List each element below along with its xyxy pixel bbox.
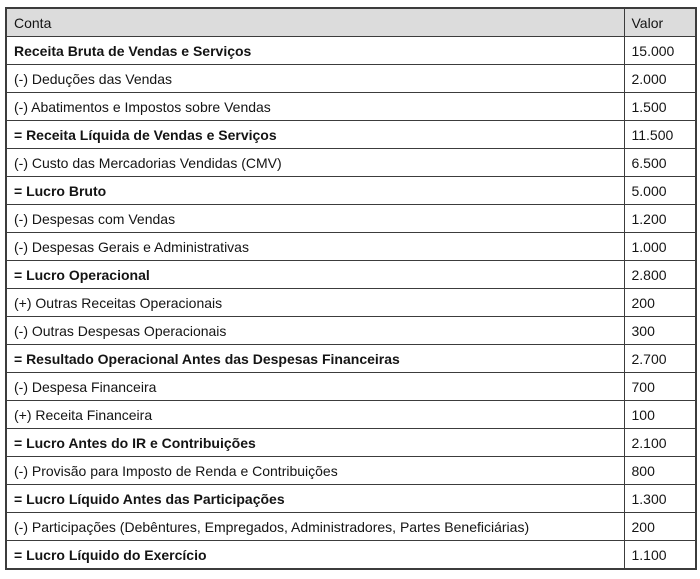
account-name-cell: (-) Outras Despesas Operacionais bbox=[5, 316, 625, 345]
account-name-cell: (-) Provisão para Imposto de Renda e Con… bbox=[5, 456, 625, 485]
value-cell: 2.000 bbox=[623, 64, 697, 93]
account-name-cell: = Lucro Líquido do Exercício bbox=[5, 540, 625, 570]
table-row: (-) Despesas com Vendas 1.200 bbox=[5, 204, 697, 233]
table-row: Receita Bruta de Vendas e Serviços 15.000 bbox=[5, 36, 697, 65]
value-cell: 100 bbox=[623, 400, 697, 429]
table-row: = Lucro Operacional 2.800 bbox=[5, 260, 697, 289]
account-name-cell: Receita Bruta de Vendas e Serviços bbox=[5, 36, 625, 65]
account-name-cell: (+) Receita Financeira bbox=[5, 400, 625, 429]
value-cell: 15.000 bbox=[623, 36, 697, 65]
table-row: (-) Despesa Financeira 700 bbox=[5, 372, 697, 401]
value-cell: 200 bbox=[623, 288, 697, 317]
account-name-cell: (-) Deduções das Vendas bbox=[5, 64, 625, 93]
table-row: (-) Abatimentos e Impostos sobre Vendas 1… bbox=[5, 92, 697, 121]
account-name-cell: (-) Despesas Gerais e Administrativas bbox=[5, 232, 625, 261]
table-row: = Lucro Líquido Antes das Participações 1… bbox=[5, 484, 697, 513]
table-row: (+) Receita Financeira 100 bbox=[5, 400, 697, 429]
account-name-cell: = Lucro Operacional bbox=[5, 260, 625, 289]
table-row: (-) Participações (Debêntures, Empregado… bbox=[5, 512, 697, 541]
account-name-cell: (-) Despesas com Vendas bbox=[5, 204, 625, 233]
value-cell: 1.200 bbox=[623, 204, 697, 233]
column-header-valor: Valor bbox=[623, 7, 697, 37]
account-name-cell: = Lucro Antes do IR e Contribuições bbox=[5, 428, 625, 457]
dre-table: Conta Valor Receita Bruta de Vendas e Se… bbox=[5, 7, 697, 570]
value-cell: 2.100 bbox=[623, 428, 697, 457]
value-cell: 200 bbox=[623, 512, 697, 541]
table-row: = Lucro Bruto 5.000 bbox=[5, 176, 697, 205]
value-cell: 2.800 bbox=[623, 260, 697, 289]
account-name-cell: = Resultado Operacional Antes das Despes… bbox=[5, 344, 625, 373]
account-name-cell: (-) Participações (Debêntures, Empregado… bbox=[5, 512, 625, 541]
table-row: (+) Outras Receitas Operacionais 200 bbox=[5, 288, 697, 317]
account-name-cell: (-) Custo das Mercadorias Vendidas (CMV) bbox=[5, 148, 625, 177]
table-row: (-) Provisão para Imposto de Renda e Con… bbox=[5, 456, 697, 485]
value-cell: 6.500 bbox=[623, 148, 697, 177]
value-cell: 1.000 bbox=[623, 232, 697, 261]
account-name-cell: (-) Abatimentos e Impostos sobre Vendas bbox=[5, 92, 625, 121]
value-cell: 1.500 bbox=[623, 92, 697, 121]
value-cell: 300 bbox=[623, 316, 697, 345]
table-row: (-) Custo das Mercadorias Vendidas (CMV)… bbox=[5, 148, 697, 177]
table-row: = Receita Líquida de Vendas e Serviços 11… bbox=[5, 120, 697, 149]
account-name-cell: = Lucro Bruto bbox=[5, 176, 625, 205]
value-cell: 2.700 bbox=[623, 344, 697, 373]
value-cell: 1.300 bbox=[623, 484, 697, 513]
value-cell: 11.500 bbox=[623, 120, 697, 149]
account-name-cell: (+) Outras Receitas Operacionais bbox=[5, 288, 625, 317]
value-cell: 1.100 bbox=[623, 540, 697, 570]
account-name-cell: = Lucro Líquido Antes das Participações bbox=[5, 484, 625, 513]
table-header-row: Conta Valor bbox=[5, 7, 697, 37]
table-row: (-) Despesas Gerais e Administrativas 1.0… bbox=[5, 232, 697, 261]
value-cell: 5.000 bbox=[623, 176, 697, 205]
table-row: (-) Outras Despesas Operacionais 300 bbox=[5, 316, 697, 345]
value-cell: 700 bbox=[623, 372, 697, 401]
table-row: = Resultado Operacional Antes das Despes… bbox=[5, 344, 697, 373]
account-name-cell: (-) Despesa Financeira bbox=[5, 372, 625, 401]
table-row: = Lucro Líquido do Exercício 1.100 bbox=[5, 540, 697, 570]
column-header-conta: Conta bbox=[5, 7, 625, 37]
account-name-cell: = Receita Líquida de Vendas e Serviços bbox=[5, 120, 625, 149]
table-row: = Lucro Antes do IR e Contribuições 2.100 bbox=[5, 428, 697, 457]
table-row: (-) Deduções das Vendas 2.000 bbox=[5, 64, 697, 93]
value-cell: 800 bbox=[623, 456, 697, 485]
